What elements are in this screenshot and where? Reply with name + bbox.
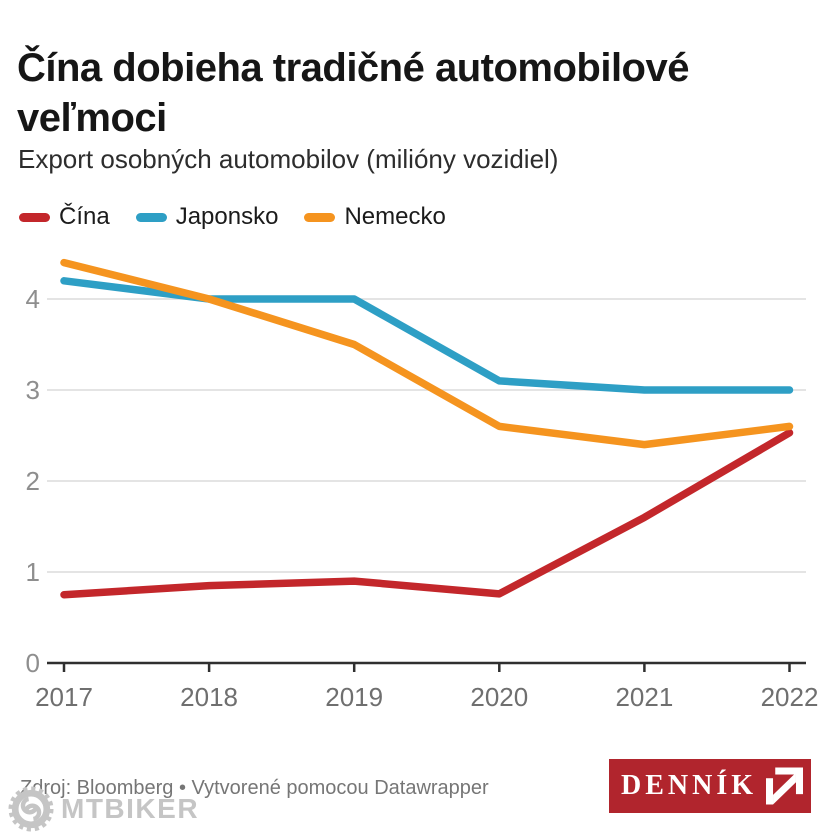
legend-swatch — [135, 212, 167, 222]
chart-subtitle: Export osobných automobilov (milióny voz… — [18, 144, 559, 174]
y-tick-label: 1 — [26, 557, 40, 587]
chart-title: Čína dobieha tradičné automobilové veľmo… — [17, 45, 689, 140]
y-tick-label: 2 — [26, 466, 40, 496]
series-line-Nemecko — [60, 258, 794, 449]
x-tick-label: 2017 — [35, 682, 93, 712]
line-chart: 0 1 2 3 4 2017 2018 2019 2020 2021 2022 — [26, 258, 819, 712]
x-tick-label: 2021 — [615, 682, 673, 712]
watermark-text: MTBIKER — [61, 793, 200, 824]
dennikn-logo-text: DENNÍK — [620, 770, 757, 801]
source-text: Zdroj: Bloomberg • Vytvorené pomocou Dat… — [20, 777, 489, 799]
legend-item: Čína — [19, 203, 110, 231]
x-tick-label: 2019 — [325, 682, 383, 712]
dennikn-logo: DENNÍK — [609, 759, 811, 813]
legend-label: Japonsko — [175, 203, 279, 230]
series-line-Japonsko — [60, 277, 794, 394]
series-line-Čína — [60, 429, 794, 599]
legend-swatch — [304, 212, 336, 222]
x-tick-label: 2018 — [180, 682, 238, 712]
legend-item: Japonsko — [135, 203, 279, 231]
x-tick-label: 2020 — [470, 682, 528, 712]
x-tick-label: 2022 — [761, 682, 819, 712]
legend-swatch — [19, 212, 50, 222]
legend-item: Nemecko — [304, 203, 446, 231]
gear-icon — [8, 786, 54, 832]
legend: Čína Japonsko Nemecko — [19, 203, 446, 231]
y-tick-label: 3 — [26, 375, 40, 405]
watermark: MTBIKER — [8, 786, 199, 832]
y-tick-label: 0 — [26, 648, 40, 678]
dennikn-n-icon — [766, 767, 803, 805]
legend-label: Nemecko — [344, 203, 446, 230]
legend-label: Čína — [59, 203, 110, 230]
y-tick-label: 4 — [26, 284, 40, 314]
